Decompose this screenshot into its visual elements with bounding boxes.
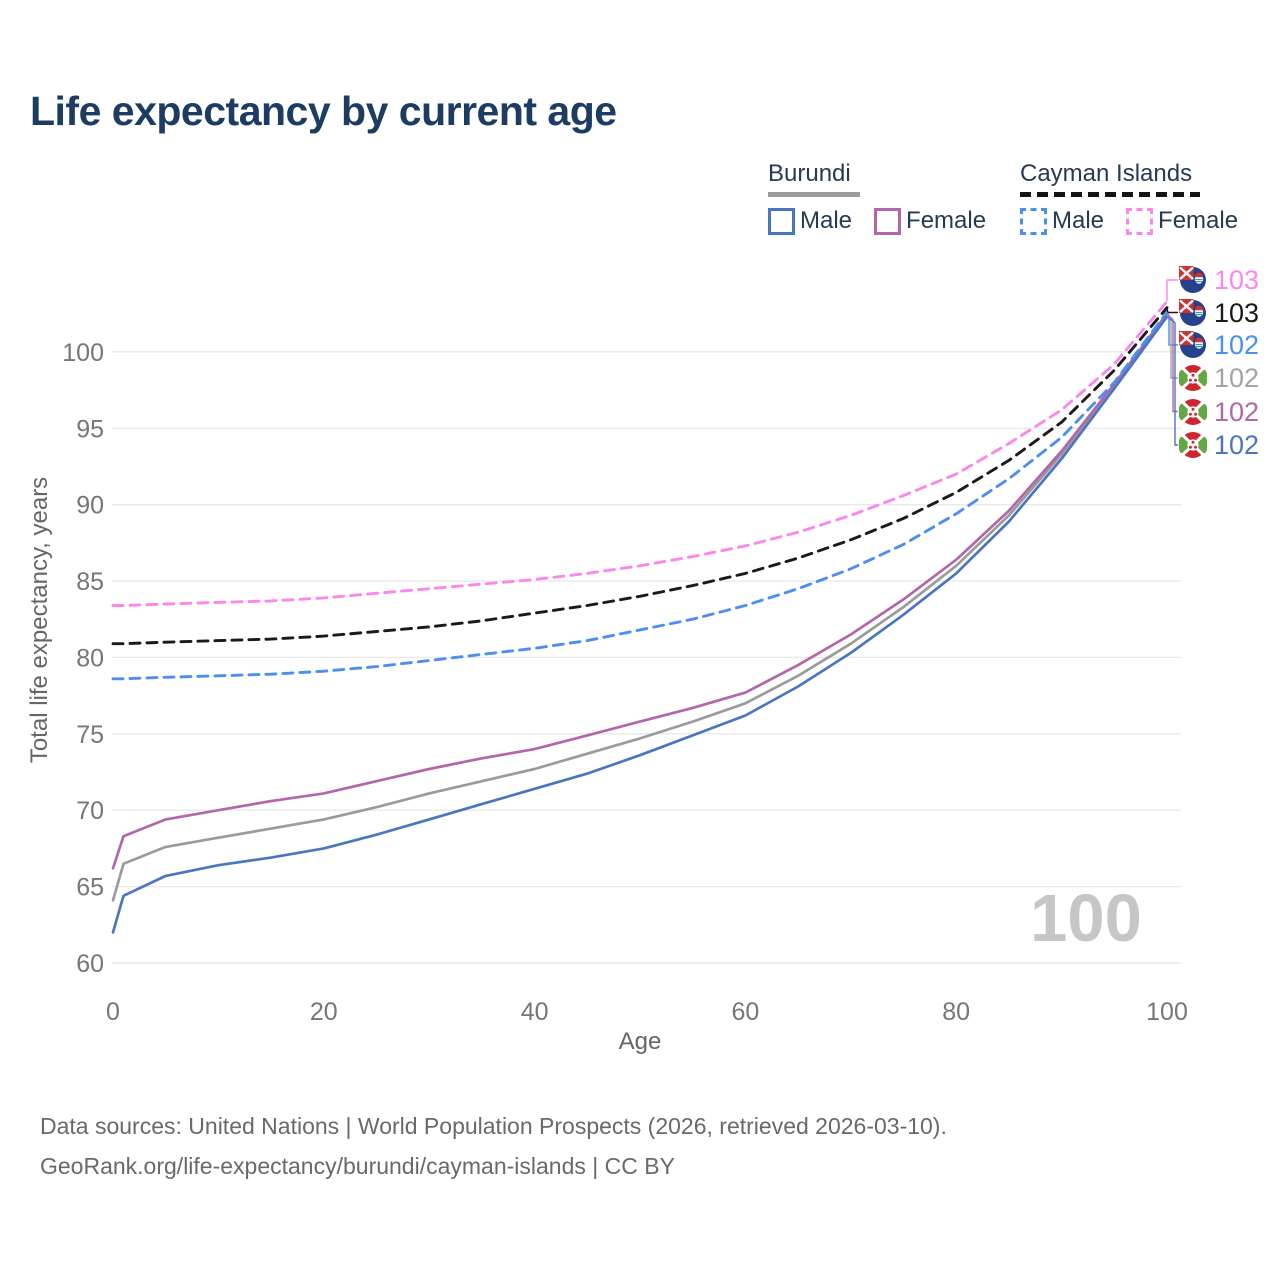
- end-label-cayman-islands-both-sexes: 103: [1179, 297, 1259, 329]
- cayman-line-style-sample: [1020, 192, 1200, 197]
- end-label-burundi-both-sexes: 102: [1178, 362, 1260, 394]
- y-tick-label-100: 100: [62, 339, 104, 367]
- end-value-label: 103: [1214, 265, 1260, 295]
- connector-0: [1166, 279, 1178, 302]
- series-line-cayman-islands-female: [111, 300, 1169, 607]
- y-tick-label-60: 60: [76, 950, 104, 978]
- y-tick-label-90: 90: [76, 492, 104, 520]
- cayman-male-swatch-icon: [1020, 207, 1047, 235]
- connector-1: [1166, 307, 1178, 314]
- footer-data-sources: Data sources: United Nations | World Pop…: [40, 1113, 947, 1139]
- end-value-label: 102: [1214, 363, 1260, 393]
- legend-label-cayman-female: Female: [1158, 207, 1239, 234]
- series-line-burundi-both-sexes: [111, 313, 1169, 902]
- series-line-burundi-female: [111, 312, 1169, 870]
- end-value-label: 102: [1214, 396, 1260, 427]
- x-tick-label-0: 0: [106, 998, 120, 1026]
- legend-label-cayman-male: Male: [1052, 207, 1105, 234]
- burundi-flag-icon: [1178, 364, 1208, 392]
- cayman-islands-flag-icon: [1179, 266, 1206, 293]
- y-axis-title: Total life expectancy, years: [26, 477, 53, 763]
- cayman-female-swatch-icon: [1126, 207, 1154, 235]
- end-value-label: 103: [1214, 297, 1260, 328]
- x-tick-label-80: 80: [942, 998, 970, 1026]
- cayman-islands-flag-icon: [1179, 331, 1206, 358]
- burundi-line-style-sample: [768, 192, 860, 197]
- series-line-burundi-male: [111, 315, 1169, 934]
- end-value-label: 102: [1214, 430, 1260, 460]
- y-tick-label-70: 70: [76, 797, 104, 825]
- end-label-burundi-female: 102: [1178, 396, 1260, 428]
- y-tick-label-85: 85: [76, 568, 104, 596]
- end-label-cayman-islands-male: 102: [1179, 329, 1259, 361]
- burundi-flag-icon: [1178, 398, 1208, 425]
- x-tick-label-20: 20: [310, 998, 338, 1026]
- connector-5: [1166, 316, 1178, 446]
- footer: Data sources: United Nations | World Pop…: [40, 1106, 947, 1186]
- x-tick-label-40: 40: [521, 998, 549, 1026]
- burundi-male-swatch-icon: [768, 207, 795, 235]
- x-tick-label-100: 100: [1146, 998, 1188, 1026]
- burundi-flag-icon: [1178, 365, 1208, 391]
- end-label-burundi-male: 102: [1178, 429, 1260, 461]
- legend-group-cayman-islands: Cayman Islands Male Female: [1020, 160, 1260, 235]
- series-line-cayman-islands-male: [111, 310, 1169, 681]
- end-label-cayman-islands-female: 103: [1179, 264, 1259, 296]
- x-tick-label-60: 60: [731, 998, 759, 1026]
- y-tick-label-75: 75: [76, 721, 104, 749]
- cayman-flag-icon: [1179, 266, 1207, 294]
- legend-label-burundi-male: Male: [800, 207, 853, 234]
- y-tick-label-80: 80: [76, 644, 104, 672]
- legend-country-cayman-islands: Cayman Islands: [1020, 160, 1193, 187]
- legend-group-burundi: Burundi Male Female: [768, 160, 1008, 235]
- burundi-female-swatch-icon: [874, 207, 902, 235]
- y-tick-label-95: 95: [76, 415, 104, 443]
- series-line-cayman-islands-both-sexes: [111, 306, 1169, 646]
- burundi-flag-icon: [1178, 431, 1208, 459]
- end-value-label: 102: [1214, 330, 1260, 360]
- cayman-flag-icon: [1179, 331, 1207, 359]
- burundi-flag-icon: [1178, 432, 1208, 458]
- cayman-flag-icon: [1179, 298, 1207, 327]
- x-axis-title: Age: [619, 1028, 662, 1055]
- watermark-age-100: 100: [1030, 881, 1142, 956]
- footer-attribution: GeoRank.org/life-expectancy/burundi/caym…: [40, 1153, 675, 1179]
- page-title: Life expectancy by current age: [30, 88, 617, 134]
- y-tick-label-65: 65: [76, 874, 104, 902]
- cayman-islands-flag-icon: [1179, 298, 1206, 326]
- burundi-flag-icon: [1178, 398, 1208, 426]
- legend-label-burundi-female: Female: [906, 207, 987, 234]
- legend-country-burundi: Burundi: [768, 160, 851, 187]
